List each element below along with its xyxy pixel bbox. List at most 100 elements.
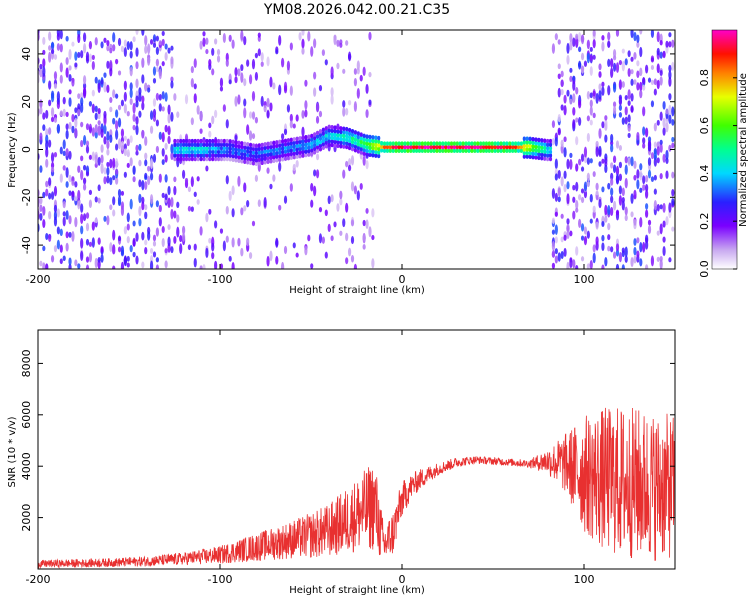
spectrogram-noise-cell bbox=[627, 67, 631, 77]
spectrogram-ridge-cell bbox=[237, 154, 241, 160]
spectrogram-noise-cell bbox=[48, 192, 52, 200]
spectrogram-ridge-cell bbox=[461, 148, 465, 153]
spectrogram-noise-cell bbox=[112, 265, 116, 269]
spectrogram-noise-cell bbox=[668, 144, 672, 152]
spectrogram-noise-cell bbox=[659, 259, 663, 269]
spectrogram-noise-cell bbox=[368, 71, 372, 78]
spectrogram-ridge-cell bbox=[534, 140, 538, 146]
spectrogram-ridge-cell bbox=[304, 145, 308, 151]
spectrogram-noise-cell bbox=[205, 165, 209, 172]
spectrogram-noise-cell bbox=[278, 84, 282, 96]
spectrogram-noise-cell bbox=[621, 117, 625, 125]
spectrogram-noise-cell bbox=[572, 184, 576, 191]
spectrogram-noise-cell bbox=[231, 185, 235, 196]
spectrogram-noise-cell bbox=[170, 197, 174, 208]
spectrogram-noise-cell bbox=[65, 231, 69, 239]
spectrogram-noise-cell bbox=[80, 50, 84, 59]
spectrogram-ridge-cell bbox=[490, 148, 494, 153]
spectrogram-noise-cell bbox=[583, 235, 588, 246]
spectrogram-noise-cell bbox=[65, 57, 69, 65]
spectrogram-noise-cell bbox=[126, 41, 130, 51]
spectrogram-noise-cell bbox=[583, 226, 588, 235]
spectrogram-noise-cell bbox=[164, 154, 168, 163]
spectrogram-ridge-cell bbox=[388, 148, 392, 153]
spectrogram-noise-cell bbox=[598, 198, 602, 209]
spectrogram-noise-cell bbox=[659, 143, 663, 153]
spectrogram-ridge-cell bbox=[295, 143, 299, 149]
spectrogram-noise-cell bbox=[656, 203, 660, 212]
spectrogram-noise-cell bbox=[48, 127, 52, 135]
spectrogram-noise-cell bbox=[301, 47, 305, 55]
spectrogram-ridge-cell bbox=[426, 141, 430, 146]
spectrogram-ridge-cell bbox=[199, 138, 203, 144]
spectrogram-ridge-cell bbox=[345, 144, 349, 150]
spectrogram-ridge-cell bbox=[298, 136, 302, 141]
spectrogram-ridge-cell bbox=[499, 148, 503, 153]
spectrogram-noise-cell bbox=[147, 165, 151, 172]
spectrogram-noise-cell bbox=[313, 87, 317, 97]
spectrogram-ridge-cell bbox=[275, 143, 279, 149]
spectrogram-noise-cell bbox=[272, 82, 276, 90]
spectrogram-noise-cell bbox=[624, 116, 628, 125]
spectrogram-ridge-cell bbox=[350, 136, 355, 141]
spectrogram-noise-cell bbox=[187, 244, 192, 251]
spectrogram-ridge-cell bbox=[534, 137, 538, 142]
spectrogram-ridge-cell bbox=[321, 134, 325, 140]
spectrogram-noise-cell bbox=[170, 151, 174, 161]
spectrogram-ridge-cell bbox=[310, 144, 314, 149]
spectrogram-noise-cell bbox=[575, 86, 579, 95]
spectrogram-noise-cell bbox=[601, 158, 605, 164]
spectrogram-noise-cell bbox=[624, 58, 628, 66]
spectrogram-noise-cell bbox=[289, 85, 293, 96]
spectrogram-ridge-cell bbox=[330, 124, 334, 130]
spectrogram-noise-cell bbox=[662, 50, 666, 59]
spectrogram-noise-cell bbox=[77, 51, 81, 58]
spectrogram-ridge-cell bbox=[499, 144, 503, 150]
spectrogram-ridge-cell bbox=[260, 157, 264, 162]
spectrogram-noise-cell bbox=[650, 176, 655, 183]
spectrogram-ridge-cell bbox=[196, 138, 200, 144]
spectrogram-noise-cell bbox=[668, 114, 672, 125]
spectrogram-ridge-cell bbox=[513, 141, 518, 146]
spectrogram-noise-cell bbox=[554, 192, 558, 202]
spectrogram-noise-cell bbox=[356, 190, 360, 201]
spectrogram-ridge-cell bbox=[324, 133, 328, 138]
spectrogram-ridge-cell bbox=[350, 143, 355, 148]
spectrogram-ridge-cell bbox=[246, 142, 250, 147]
spectrogram-ridge-cell bbox=[446, 148, 451, 153]
spectrogram-noise-cell bbox=[176, 111, 180, 118]
spectrogram-noise-cell bbox=[668, 41, 672, 48]
spectrogram-noise-cell bbox=[109, 96, 113, 104]
spectrogram-noise-cell bbox=[365, 109, 369, 119]
spectrogram-ridge-cell bbox=[435, 141, 439, 146]
spectrogram-ridge-cell bbox=[211, 146, 215, 151]
spectrogram-noise-cell bbox=[152, 98, 157, 107]
spectrogram-noise-cell bbox=[254, 52, 258, 59]
spectrogram-noise-cell bbox=[557, 196, 561, 203]
spectrogram-noise-cell bbox=[336, 39, 340, 47]
spectrogram-noise-cell bbox=[313, 169, 317, 177]
spectrogram-noise-cell bbox=[94, 112, 98, 121]
spectrogram-noise-cell bbox=[158, 93, 162, 101]
spectrogram-ridge-cell bbox=[216, 149, 221, 155]
spectrogram-ridge-cell bbox=[365, 141, 369, 146]
spectrogram-ridge-cell bbox=[333, 139, 337, 145]
spectrogram-noise-cell bbox=[586, 172, 590, 182]
spectrogram-noise-cell bbox=[289, 183, 293, 192]
spectrogram-ridge-cell bbox=[546, 153, 550, 158]
spectrogram-ridge-cell bbox=[281, 153, 285, 158]
spectrogram-noise-cell bbox=[243, 98, 247, 107]
spectrogram-noise-cell bbox=[610, 195, 614, 204]
spectrogram-noise-cell bbox=[272, 174, 276, 182]
spectrogram-noise-cell bbox=[251, 58, 256, 70]
spectrogram-noise-cell bbox=[330, 235, 334, 242]
spectrogram-noise-cell bbox=[170, 208, 174, 220]
spectrogram-noise-cell bbox=[82, 43, 87, 54]
spectrogram-noise-cell bbox=[589, 54, 593, 62]
spectrogram-ridge-cell bbox=[243, 141, 247, 147]
spectrogram-noise-cell bbox=[371, 258, 375, 269]
spectrogram-noise-cell bbox=[71, 78, 75, 87]
spectrogram-noise-cell bbox=[350, 236, 355, 245]
spectrogram-noise-cell bbox=[59, 228, 63, 237]
spectrogram-ridge-cell bbox=[531, 144, 535, 149]
